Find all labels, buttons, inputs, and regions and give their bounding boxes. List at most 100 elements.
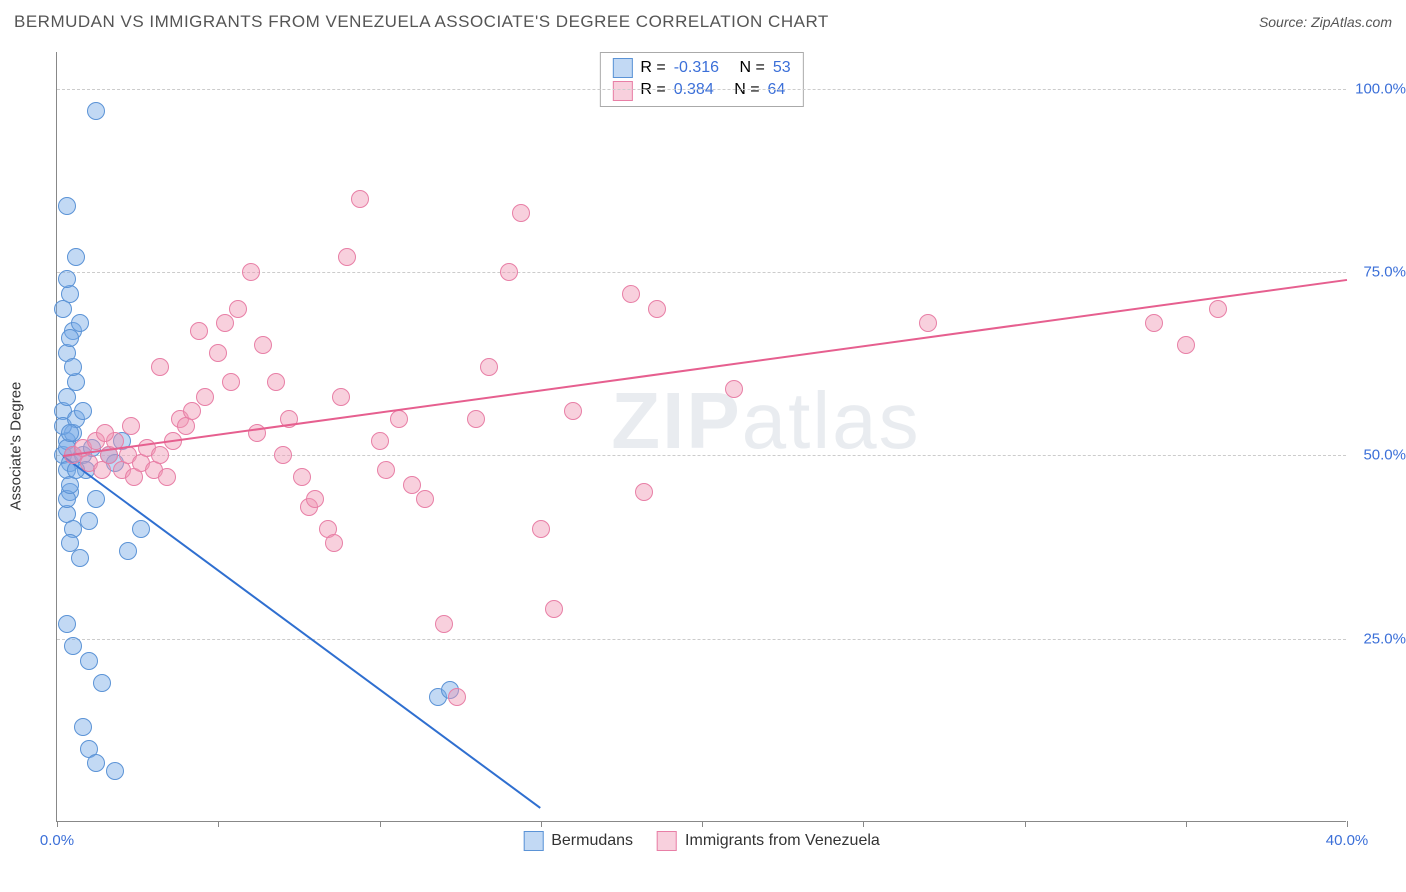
- r-value-venezuela: 0.384: [674, 79, 714, 101]
- data-point: [216, 314, 234, 332]
- data-point: [64, 358, 82, 376]
- data-point: [435, 615, 453, 633]
- stats-row-venezuela: R = 0.384 N = 64: [612, 79, 790, 101]
- xtick-mark: [1347, 821, 1348, 827]
- ytick-label: 25.0%: [1350, 630, 1406, 647]
- source-attribution: Source: ZipAtlas.com: [1259, 14, 1392, 30]
- watermark: ZIPatlas: [611, 375, 920, 467]
- data-point: [222, 373, 240, 391]
- n-label: N =: [740, 57, 765, 79]
- data-point: [58, 197, 76, 215]
- data-point: [80, 652, 98, 670]
- data-point: [1177, 336, 1195, 354]
- data-point: [242, 263, 260, 281]
- data-point: [87, 102, 105, 120]
- xtick-mark: [541, 821, 542, 827]
- data-point: [532, 520, 550, 538]
- data-point: [377, 461, 395, 479]
- swatch-bermudans: [612, 58, 632, 78]
- chart-header: BERMUDAN VS IMMIGRANTS FROM VENEZUELA AS…: [14, 12, 1392, 32]
- y-axis-label: Associate's Degree: [8, 382, 25, 511]
- gridline-h: [57, 639, 1346, 640]
- legend-item-bermudans: Bermudans: [523, 831, 633, 851]
- data-point: [512, 204, 530, 222]
- xtick-mark: [1186, 821, 1187, 827]
- r-label: R =: [640, 79, 665, 101]
- n-value-venezuela: 64: [768, 79, 786, 101]
- data-point: [622, 285, 640, 303]
- data-point: [67, 248, 85, 266]
- legend-label-venezuela: Immigrants from Venezuela: [685, 832, 880, 850]
- data-point: [93, 674, 111, 692]
- chart-title: BERMUDAN VS IMMIGRANTS FROM VENEZUELA AS…: [14, 12, 829, 32]
- xtick-mark: [380, 821, 381, 827]
- source-name: ZipAtlas.com: [1311, 14, 1392, 30]
- xtick-mark: [218, 821, 219, 827]
- data-point: [74, 718, 92, 736]
- data-point: [332, 388, 350, 406]
- data-point: [87, 754, 105, 772]
- data-point: [416, 490, 434, 508]
- data-point: [467, 410, 485, 428]
- data-point: [371, 432, 389, 450]
- xtick-label: 0.0%: [40, 832, 74, 849]
- data-point: [74, 402, 92, 420]
- data-point: [158, 468, 176, 486]
- data-point: [87, 490, 105, 508]
- correlation-stats-box: R = -0.316 N = 53 R = 0.384 N = 64: [599, 52, 803, 107]
- legend-item-venezuela: Immigrants from Venezuela: [657, 831, 880, 851]
- data-point: [151, 358, 169, 376]
- data-point: [209, 344, 227, 362]
- data-point: [151, 446, 169, 464]
- data-point: [80, 512, 98, 530]
- data-point: [293, 468, 311, 486]
- data-point: [919, 314, 937, 332]
- data-point: [306, 490, 324, 508]
- data-point: [1209, 300, 1227, 318]
- source-prefix: Source:: [1259, 14, 1311, 30]
- r-value-bermudans: -0.316: [674, 57, 719, 79]
- legend: Bermudans Immigrants from Venezuela: [523, 831, 880, 851]
- data-point: [338, 248, 356, 266]
- data-point: [119, 542, 137, 560]
- data-point: [564, 402, 582, 420]
- data-point: [71, 549, 89, 567]
- data-point: [132, 520, 150, 538]
- data-point: [58, 270, 76, 288]
- data-point: [325, 534, 343, 552]
- data-point: [545, 600, 563, 618]
- watermark-light: atlas: [742, 376, 921, 465]
- data-point: [61, 424, 79, 442]
- legend-swatch-bermudans: [523, 831, 543, 851]
- data-point: [267, 373, 285, 391]
- data-point: [725, 380, 743, 398]
- r-label: R =: [640, 57, 665, 79]
- data-point: [500, 263, 518, 281]
- ytick-label: 100.0%: [1350, 80, 1406, 97]
- data-point: [390, 410, 408, 428]
- data-point: [106, 762, 124, 780]
- data-point: [254, 336, 272, 354]
- data-point: [96, 424, 114, 442]
- gridline-h: [57, 455, 1346, 456]
- scatter-chart: ZIPatlas R = -0.316 N = 53 R = 0.384 N =…: [56, 52, 1346, 822]
- swatch-venezuela: [612, 81, 632, 101]
- data-point: [1145, 314, 1163, 332]
- data-point: [196, 388, 214, 406]
- xtick-mark: [702, 821, 703, 827]
- data-point: [122, 417, 140, 435]
- data-point: [229, 300, 247, 318]
- legend-swatch-venezuela: [657, 831, 677, 851]
- ytick-label: 75.0%: [1350, 264, 1406, 281]
- legend-label-bermudans: Bermudans: [551, 832, 633, 850]
- n-value-bermudans: 53: [773, 57, 791, 79]
- stats-row-bermudans: R = -0.316 N = 53: [612, 57, 790, 79]
- n-label: N =: [734, 79, 759, 101]
- data-point: [58, 388, 76, 406]
- data-point: [274, 446, 292, 464]
- xtick-mark: [1025, 821, 1026, 827]
- data-point: [64, 637, 82, 655]
- gridline-h: [57, 89, 1346, 90]
- data-point: [71, 314, 89, 332]
- data-point: [351, 190, 369, 208]
